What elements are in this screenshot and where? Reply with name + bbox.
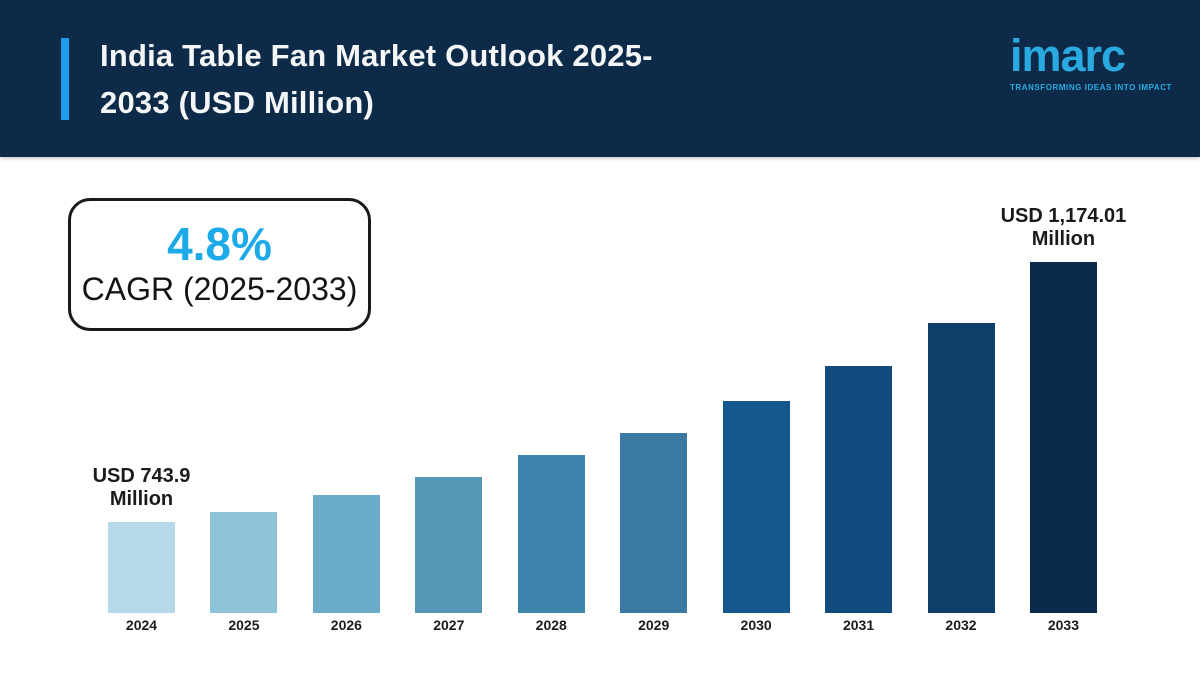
bar-2028: [517, 455, 585, 613]
imarc-logo-wordmark: imarc: [1010, 30, 1126, 81]
bar-column-2031: [825, 157, 893, 613]
header: India Table Fan Market Outlook 2025- 2033…: [0, 0, 1200, 157]
bar-column-2029: [620, 157, 688, 613]
year-label-2029: 2029: [638, 617, 670, 633]
bar-2029: [620, 433, 688, 613]
bar-2027: [415, 477, 483, 613]
bars: USD 743.9 Million USD 1,174.01 Million: [93, 157, 1126, 613]
bar-2025: [210, 512, 278, 613]
year-label-2030: 2030: [740, 617, 772, 633]
year-label-2025: 2025: [228, 617, 260, 633]
bar-column-2024: USD 743.9 Million: [93, 157, 190, 613]
imarc-logo: imarc TRANSFORMING IDEAS INTO IMPACT: [1010, 30, 1172, 92]
imarc-logo-tagline: TRANSFORMING IDEAS INTO IMPACT: [1010, 83, 1172, 92]
bar-2031: [825, 366, 893, 613]
page-title: India Table Fan Market Outlook 2025- 2033…: [100, 32, 653, 126]
value-label-2024: USD 743.9 Million: [92, 465, 191, 510]
year-label-2032: 2032: [945, 617, 977, 633]
year-axis: 2024 2025 2026 2027 2028 2029 2030 2031 2032 2033: [108, 617, 1097, 633]
bar-2033: [1029, 262, 1097, 613]
value-label-2033: USD 1,174.01 Million: [1000, 205, 1127, 250]
bar-column-2032: [927, 157, 995, 613]
bar-2032: [927, 323, 995, 613]
bar-chart: USD 743.9 Million USD 1,174.01 Million 2024…: [93, 157, 1127, 675]
bar-column-2030: [722, 157, 790, 613]
year-label-2033: 2033: [1047, 617, 1080, 633]
bar-column-2026: [312, 157, 380, 613]
page-title-line1: India Table Fan Market Outlook 2025-: [100, 38, 653, 73]
bar-2030: [722, 401, 790, 613]
bar-2024: [108, 522, 175, 613]
year-label-2024: 2024: [125, 617, 158, 633]
year-label-2028: 2028: [535, 617, 567, 633]
bar-column-2025: [210, 157, 278, 613]
page-title-line2: 2033 (USD Million): [100, 85, 375, 120]
bar-2026: [312, 495, 380, 613]
year-label-2031: 2031: [842, 617, 875, 633]
title-accent-bar: [61, 38, 69, 120]
cagr-badge: 4.8% CAGR (2025-2033): [68, 198, 371, 331]
bar-column-2033: USD 1,174.01 Million: [1001, 157, 1126, 613]
year-label-2026: 2026: [330, 617, 362, 633]
cagr-label: CAGR (2025-2033): [81, 271, 358, 308]
year-label-2027: 2027: [433, 617, 465, 633]
cagr-value: 4.8%: [167, 218, 272, 271]
bar-column-2027: [415, 157, 483, 613]
bar-column-2028: [517, 157, 585, 613]
